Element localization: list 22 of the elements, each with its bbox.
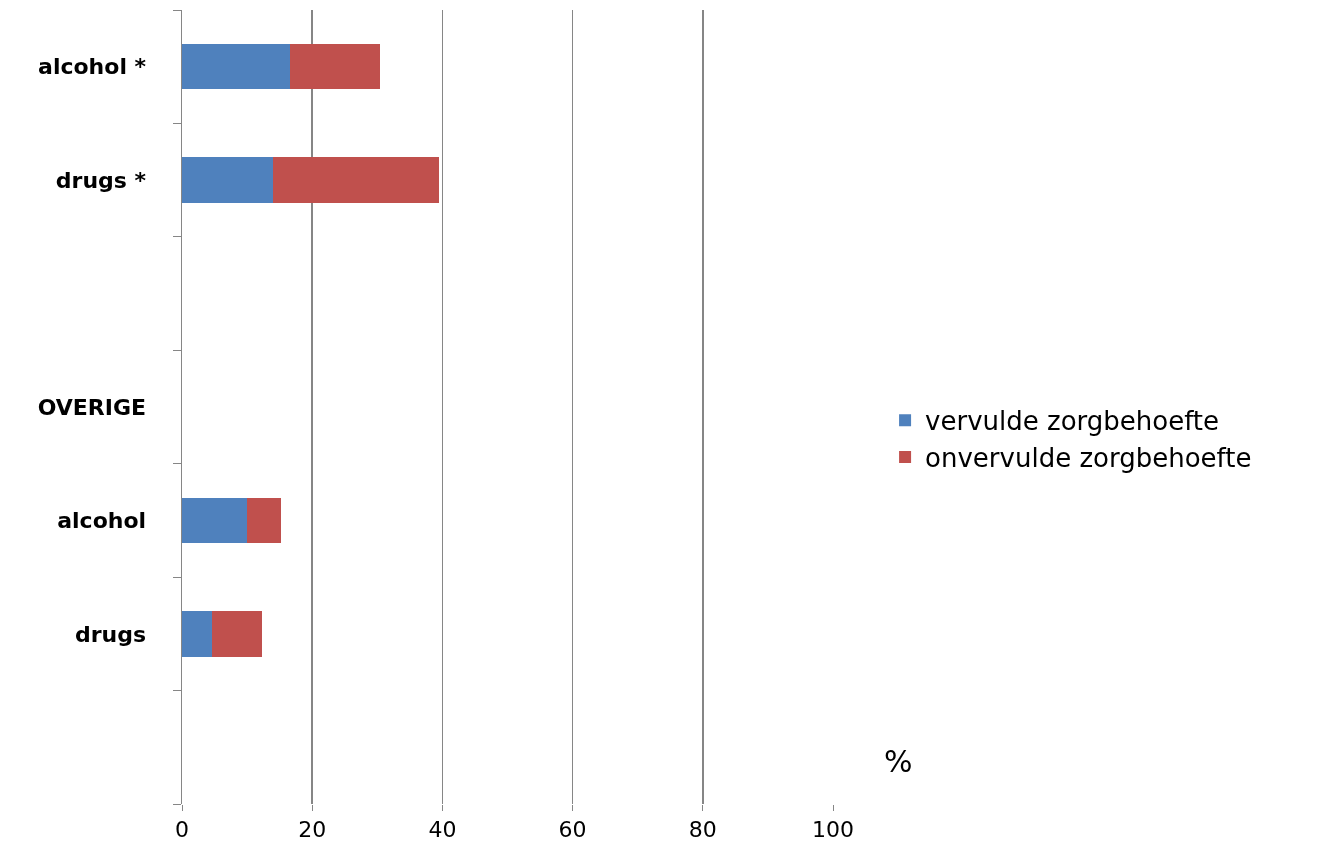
bar — [247, 497, 281, 544]
bar — [182, 611, 212, 657]
y-tick-label: drugs — [74, 621, 147, 647]
bar — [211, 611, 263, 657]
x-tick-label: 40 — [428, 817, 457, 843]
bar — [182, 157, 274, 203]
y-tick-label: alcohol — [57, 508, 147, 534]
legend-label: vervulde zorgbehoefte — [925, 406, 1220, 437]
x-tick-label: 0 — [175, 817, 189, 843]
x-tick-label: 100 — [812, 817, 854, 843]
bar — [273, 157, 440, 203]
bar — [290, 44, 380, 90]
x-tick-label: 60 — [558, 817, 587, 843]
x-tick-label: 20 — [298, 817, 327, 843]
legend-label: onvervulde zorgbehoefte — [925, 443, 1252, 474]
x-tick-label: 80 — [688, 817, 717, 843]
bar — [182, 497, 248, 544]
x-axis-title: % — [884, 744, 913, 779]
y-tick-label: drugs * — [55, 167, 147, 193]
y-tick-label: alcohol * — [38, 54, 147, 80]
y-tick-label: OVERIGE — [37, 394, 147, 420]
bar — [182, 44, 291, 90]
